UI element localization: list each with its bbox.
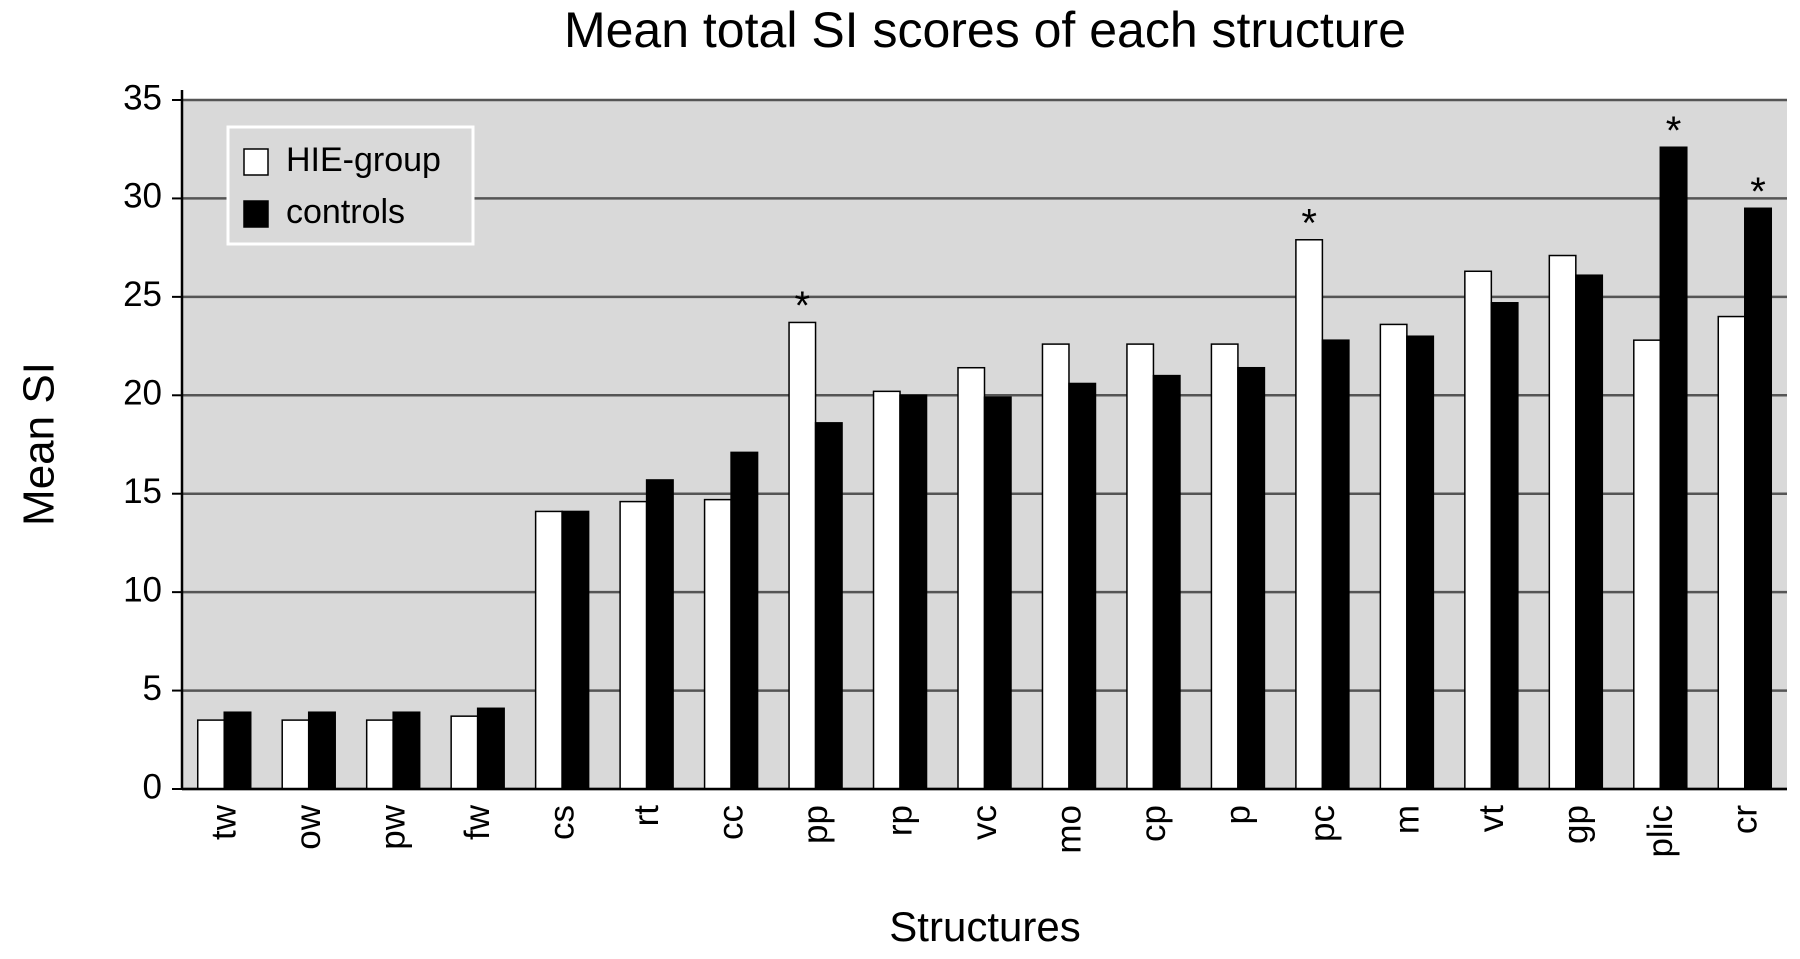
bar xyxy=(1126,343,1155,790)
legend-box xyxy=(226,125,475,246)
legend-label: HIE-group xyxy=(286,141,441,179)
bar xyxy=(1717,315,1746,790)
x-tick-label: pw xyxy=(374,804,413,849)
bar xyxy=(534,510,563,790)
bar xyxy=(703,498,732,790)
bar xyxy=(899,394,928,790)
bar xyxy=(281,719,310,790)
y-tick-label: 15 xyxy=(123,472,162,511)
bar xyxy=(872,390,901,790)
x-tick-label: pp xyxy=(796,805,835,844)
bar xyxy=(645,479,674,790)
bar xyxy=(619,500,648,790)
bar xyxy=(1041,343,1070,790)
bar xyxy=(1237,366,1266,790)
annotation: * xyxy=(1666,109,1682,153)
bar xyxy=(1464,270,1493,790)
x-tick-label: mo xyxy=(1049,805,1088,854)
bar xyxy=(365,719,394,790)
bar xyxy=(1659,146,1688,790)
annotation: * xyxy=(1750,170,1766,214)
x-tick-label: cc xyxy=(712,805,751,840)
annotation: * xyxy=(795,284,811,328)
bar xyxy=(561,510,590,790)
bar xyxy=(957,366,986,790)
x-tick-label: pc xyxy=(1303,805,1342,842)
bar xyxy=(392,711,421,790)
bar xyxy=(450,715,479,790)
y-tick-label: 5 xyxy=(143,669,162,708)
y-tick-label: 10 xyxy=(123,570,162,609)
bar xyxy=(788,321,817,790)
y-tick-label: 20 xyxy=(123,374,162,413)
y-axis-title: Mean SI xyxy=(15,362,64,526)
x-tick-label: cs xyxy=(543,805,582,840)
bar xyxy=(1575,274,1604,790)
bar xyxy=(1548,254,1577,790)
y-tick-label: 25 xyxy=(123,275,162,314)
bar xyxy=(1152,374,1181,790)
x-tick-label: plic xyxy=(1641,805,1680,858)
legend-swatch xyxy=(243,148,269,176)
x-tick-label: vt xyxy=(1472,805,1511,833)
x-tick-label: vc xyxy=(965,805,1004,840)
bar xyxy=(983,396,1012,790)
x-tick-label: rp xyxy=(881,805,920,836)
y-tick-label: 0 xyxy=(143,767,162,806)
x-tick-label: rt xyxy=(627,805,666,827)
x-tick-label: cr xyxy=(1725,805,1764,835)
x-tick-label: cp xyxy=(1134,805,1173,842)
x-tick-label: ow xyxy=(289,804,328,849)
annotation: * xyxy=(1301,201,1317,245)
x-tick-label: p xyxy=(1218,805,1257,824)
legend-swatch xyxy=(243,200,269,228)
bar xyxy=(1633,339,1662,790)
x-tick-label: m xyxy=(1387,805,1426,834)
bar xyxy=(1490,302,1519,790)
x-tick-label: tw xyxy=(205,804,244,840)
bar xyxy=(814,422,843,790)
bar xyxy=(1295,239,1324,790)
bar xyxy=(1210,343,1239,790)
bar xyxy=(476,707,505,790)
y-tick-label: 35 xyxy=(123,78,162,117)
x-axis-title: Structures xyxy=(889,903,1080,950)
bar xyxy=(1744,207,1773,790)
bar xyxy=(223,711,252,790)
x-tick-label: gp xyxy=(1556,805,1595,844)
bar xyxy=(1406,335,1435,790)
bar xyxy=(196,719,225,790)
bar xyxy=(1068,382,1097,790)
legend-label: controls xyxy=(286,193,405,231)
y-tick-label: 30 xyxy=(123,177,162,216)
bar xyxy=(307,711,336,790)
chart-title: Mean total SI scores of each structure xyxy=(564,2,1406,58)
bar xyxy=(1321,339,1350,790)
x-tick-label: fw xyxy=(458,804,497,840)
bar xyxy=(730,451,759,790)
bar xyxy=(1379,323,1408,790)
